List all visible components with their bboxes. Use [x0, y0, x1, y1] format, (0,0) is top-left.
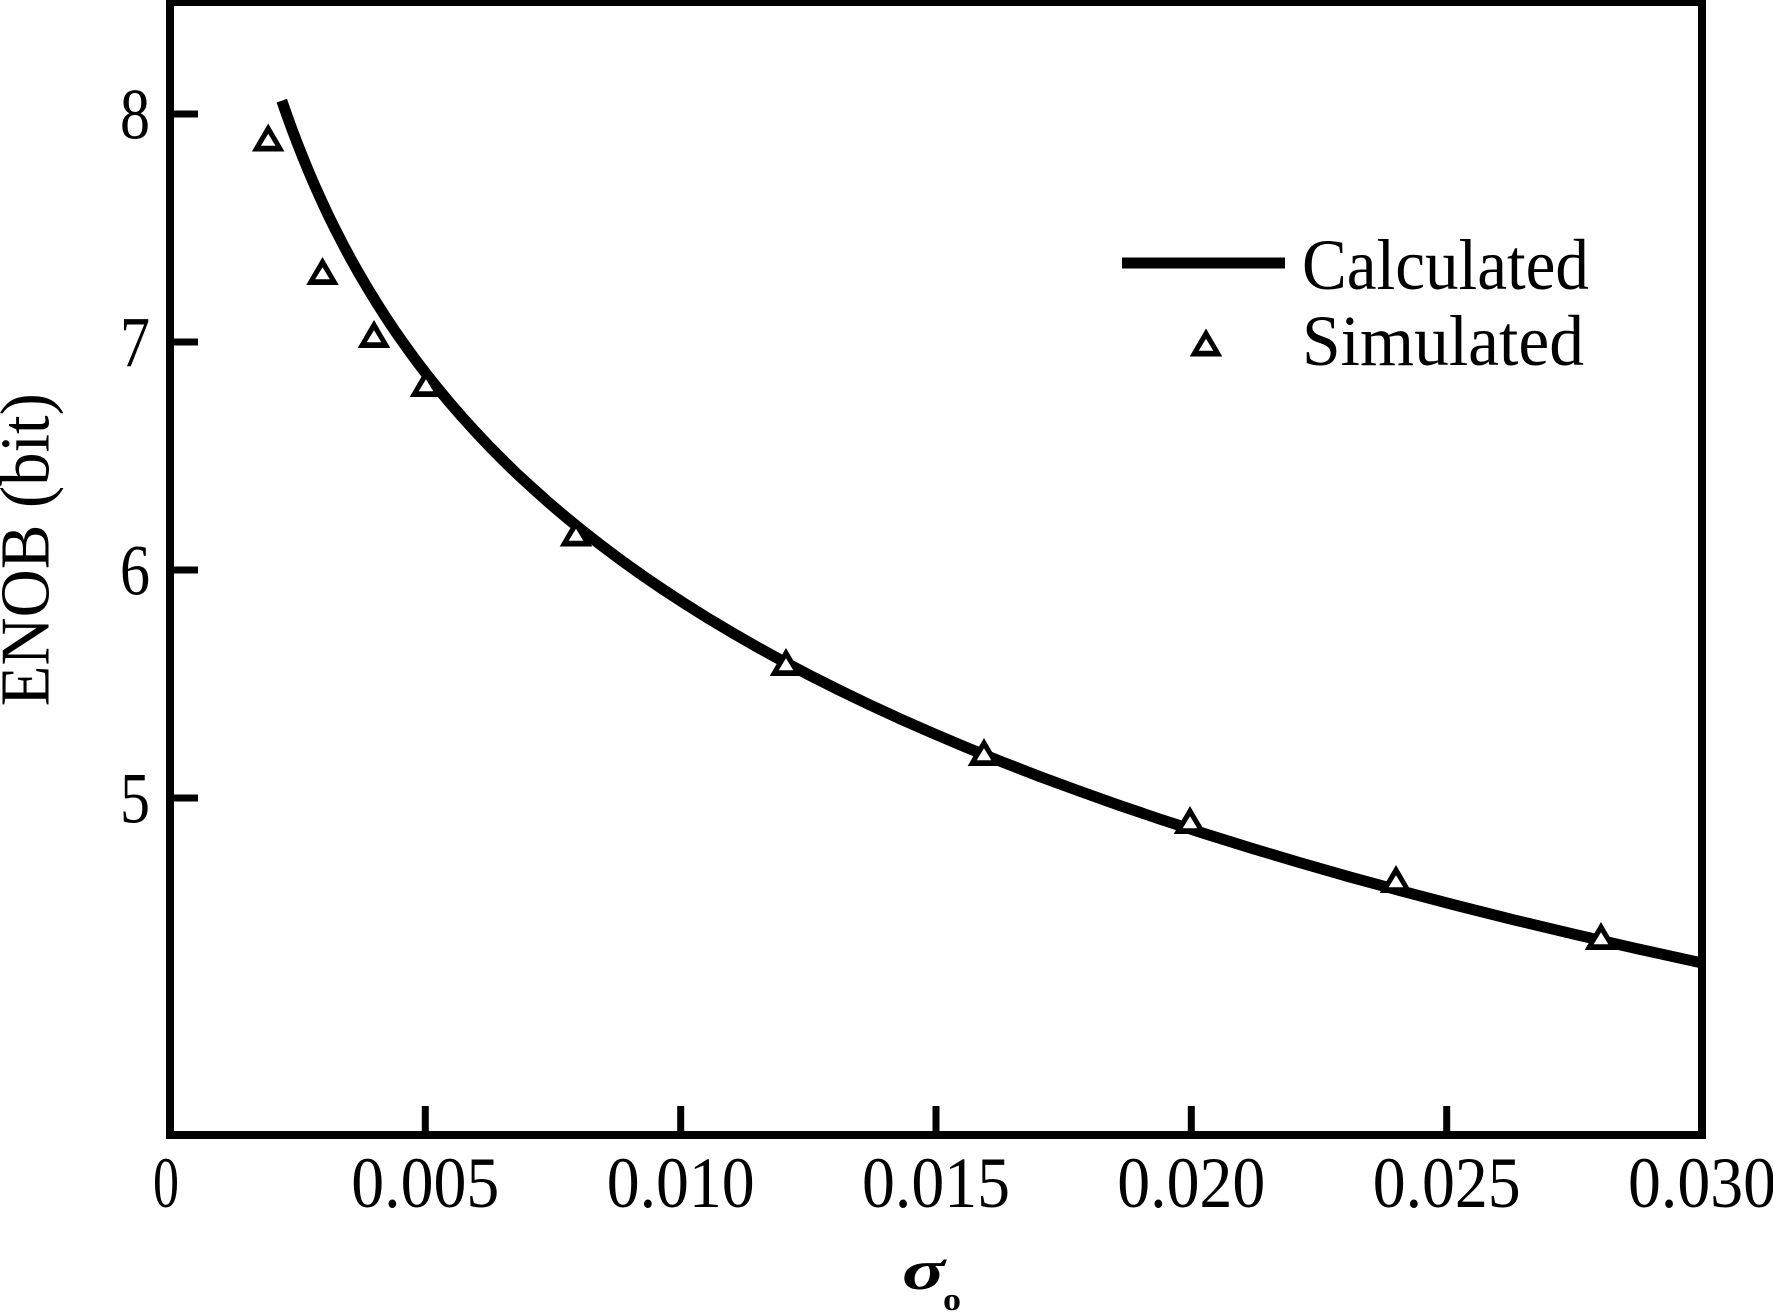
svg-text:σ: σ [902, 1240, 948, 1302]
svg-text:ENOB (bit): ENOB (bit) [0, 393, 64, 706]
svg-text:5: 5 [120, 759, 150, 839]
svg-text:6: 6 [120, 531, 150, 611]
svg-text:0.025: 0.025 [1373, 1143, 1521, 1223]
svg-text:0.030: 0.030 [1628, 1143, 1773, 1223]
svg-text:0.010: 0.010 [607, 1143, 755, 1223]
svg-text:Simulated: Simulated [1302, 301, 1584, 381]
svg-text:o: o [943, 1281, 961, 1312]
svg-text:0.005: 0.005 [351, 1143, 499, 1223]
svg-text:7: 7 [120, 303, 150, 383]
svg-text:8: 8 [120, 75, 150, 155]
svg-text:0.020: 0.020 [1117, 1143, 1265, 1223]
svg-text:0.015: 0.015 [862, 1143, 1010, 1223]
svg-text:0: 0 [153, 1143, 179, 1223]
svg-text:Calculated: Calculated [1302, 225, 1589, 305]
